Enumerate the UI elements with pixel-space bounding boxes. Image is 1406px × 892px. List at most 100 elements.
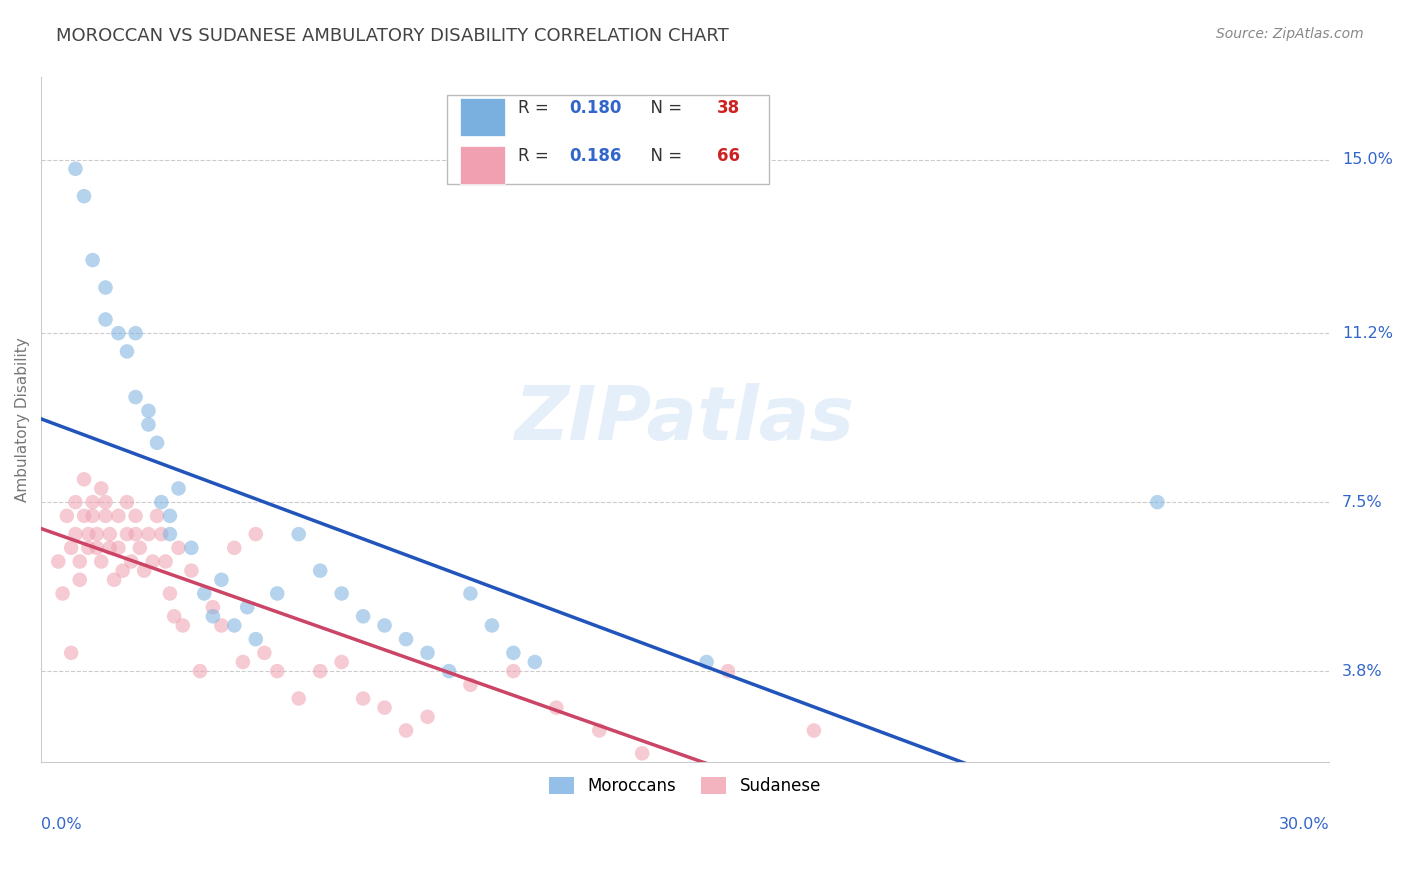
Point — [142, 555, 165, 569]
Point — [94, 280, 117, 294]
Point — [523, 655, 546, 669]
Point — [138, 404, 160, 418]
Point — [159, 508, 181, 523]
Point — [150, 527, 173, 541]
Point — [209, 618, 232, 632]
Point — [124, 326, 146, 341]
Text: 7.5%: 7.5% — [1341, 495, 1382, 509]
Point — [717, 664, 740, 678]
Point — [502, 664, 524, 678]
Point — [159, 527, 181, 541]
Point — [90, 482, 112, 496]
Text: R =: R = — [517, 99, 554, 117]
Point — [124, 508, 146, 523]
Point — [82, 495, 104, 509]
Point — [460, 586, 482, 600]
Point — [77, 527, 100, 541]
Point — [167, 482, 190, 496]
Point — [188, 664, 211, 678]
Point — [416, 646, 439, 660]
Point — [287, 691, 309, 706]
Point — [309, 664, 332, 678]
Point — [437, 664, 460, 678]
Point — [209, 573, 232, 587]
Point — [52, 586, 75, 600]
Point — [73, 508, 96, 523]
Point — [253, 646, 276, 660]
Text: 0.180: 0.180 — [569, 99, 621, 117]
Point — [309, 564, 332, 578]
Point — [167, 541, 190, 555]
Y-axis label: Ambulatory Disability: Ambulatory Disability — [15, 337, 30, 502]
Text: 66: 66 — [717, 147, 741, 165]
Point — [416, 710, 439, 724]
Point — [395, 723, 418, 738]
Text: N =: N = — [640, 147, 688, 165]
Point — [46, 555, 69, 569]
Point — [330, 655, 353, 669]
Point — [86, 527, 108, 541]
Polygon shape — [447, 95, 769, 184]
Text: 0.186: 0.186 — [569, 147, 621, 165]
Point — [69, 555, 91, 569]
Point — [77, 541, 100, 555]
Point — [124, 390, 146, 404]
Text: ZIPatlas: ZIPatlas — [515, 384, 855, 457]
Point — [224, 618, 246, 632]
Bar — [460, 146, 505, 184]
Point — [82, 508, 104, 523]
Point — [73, 189, 96, 203]
Point — [146, 435, 169, 450]
Point — [193, 586, 215, 600]
Point — [56, 508, 79, 523]
Text: 15.0%: 15.0% — [1341, 153, 1393, 167]
Point — [115, 527, 138, 541]
Text: 38: 38 — [717, 99, 741, 117]
Point — [65, 495, 87, 509]
Point — [163, 609, 186, 624]
Point — [159, 586, 181, 600]
Point — [107, 326, 129, 341]
Point — [224, 541, 246, 555]
Point — [111, 564, 134, 578]
Point — [103, 573, 125, 587]
Point — [90, 555, 112, 569]
Point — [65, 161, 87, 176]
Point — [138, 527, 160, 541]
Point — [374, 700, 396, 714]
Point — [481, 618, 503, 632]
Legend: Moroccans, Sudanese: Moroccans, Sudanese — [543, 771, 828, 802]
Point — [236, 600, 259, 615]
Text: R =: R = — [517, 147, 554, 165]
Point — [124, 527, 146, 541]
Point — [155, 555, 177, 569]
Point — [107, 508, 129, 523]
Text: 0.0%: 0.0% — [41, 817, 82, 832]
Point — [287, 527, 309, 541]
Point — [460, 678, 482, 692]
Point — [134, 564, 156, 578]
Point — [86, 541, 108, 555]
Text: 30.0%: 30.0% — [1278, 817, 1329, 832]
Point — [94, 508, 117, 523]
Point — [65, 527, 87, 541]
Text: Source: ZipAtlas.com: Source: ZipAtlas.com — [1216, 27, 1364, 41]
Point — [1146, 495, 1168, 509]
Point — [803, 723, 825, 738]
Bar — [460, 98, 505, 136]
Point — [82, 253, 104, 268]
Point — [98, 527, 121, 541]
Point — [69, 573, 91, 587]
Point — [588, 723, 610, 738]
Point — [150, 495, 173, 509]
Point — [146, 508, 169, 523]
Point — [330, 586, 353, 600]
Point — [546, 700, 568, 714]
Point — [352, 691, 374, 706]
Point — [696, 655, 718, 669]
Point — [60, 541, 83, 555]
Point — [502, 646, 524, 660]
Point — [232, 655, 254, 669]
Point — [352, 609, 374, 624]
Point — [128, 541, 150, 555]
